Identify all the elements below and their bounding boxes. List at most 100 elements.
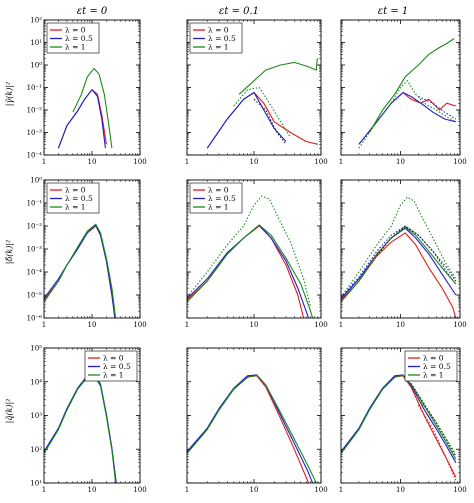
series-line-dotted (253, 98, 287, 145)
x-tick-label: 100 (133, 321, 146, 329)
x-tick-label: 1 (339, 486, 343, 494)
x-tick-label: 100 (453, 486, 466, 494)
x-tick-label: 10 (250, 321, 259, 329)
x-tick-label: 1 (42, 486, 46, 494)
series-line (44, 225, 116, 318)
legend-label: λ = 1 (65, 203, 86, 212)
series-line-dotted (187, 195, 312, 308)
column-title-2: εt = 1 (378, 6, 408, 17)
panel-r2-c2: 1 10 100 λ = 0λ = 0.5λ = 1 (339, 347, 467, 494)
series-line (187, 374, 314, 483)
legend: λ = 0λ = 0.5λ = 1 (46, 22, 100, 54)
series-line (44, 374, 117, 483)
x-tick-label: 100 (133, 158, 146, 166)
y-tick-label: 10⁻⁶ (27, 315, 43, 323)
row-ylabel-2: |q̃(k)|² (5, 399, 14, 424)
x-tick-label: 10 (396, 321, 405, 329)
legend: λ = 0λ = 0.5λ = 1 (46, 182, 100, 214)
x-tick-label: 10 (250, 486, 259, 494)
x-tick-label: 1 (185, 486, 189, 494)
y-tick-label: 10⁻³ (27, 246, 43, 254)
row-ylabel-0: |γ̃(k)|² (5, 82, 14, 106)
x-tick-label: 10 (88, 486, 97, 494)
series-line (368, 38, 455, 133)
panel-r1-c2: 1 10 100 (339, 179, 467, 329)
series-group (341, 196, 457, 318)
y-tick-label: 10⁻¹ (27, 200, 43, 208)
series-line (341, 374, 457, 463)
x-tick-label: 10 (396, 486, 405, 494)
axes-frame (43, 179, 141, 319)
series-line (358, 91, 456, 145)
y-tick-label: 10² (30, 446, 42, 454)
axes-frame (186, 179, 322, 319)
series-line (44, 373, 117, 483)
x-tick-label: 1 (42, 158, 46, 166)
series-group (44, 373, 117, 483)
legend-label: λ = 0 (208, 26, 229, 35)
series-line (341, 227, 457, 299)
legend-label: λ = 1 (103, 371, 124, 380)
series-line (187, 224, 314, 318)
legend-label: λ = 0 (423, 354, 444, 363)
axes-frame (43, 347, 141, 484)
panel-r2-c1: 1 10 100 (185, 347, 328, 494)
series-group (206, 58, 319, 149)
series-group (187, 374, 317, 483)
series-group (57, 67, 113, 149)
legend-label: λ = 0.5 (103, 362, 131, 371)
series-line-dotted (358, 80, 457, 149)
series-line (44, 374, 117, 483)
series-line-dotted (418, 96, 457, 120)
y-tick-label: 10⁻³ (27, 129, 43, 137)
legend-label: λ = 1 (208, 203, 229, 212)
row-ylabel-1: |δ̃(k)|² (5, 240, 14, 265)
legend-label: λ = 0.5 (423, 362, 451, 371)
axes-frame (340, 347, 461, 484)
series-group (341, 374, 457, 481)
y-tick-label: 10⁻⁵ (27, 292, 43, 300)
y-tick-label: 10² (30, 17, 42, 25)
axes-frame (43, 19, 141, 156)
series-line-dotted (233, 86, 291, 138)
y-tick-label: 10⁻⁴ (27, 152, 43, 160)
legend: λ = 0λ = 0.5λ = 1 (189, 182, 243, 214)
x-tick-label: 1 (339, 158, 343, 166)
x-tick-label: 100 (314, 158, 327, 166)
series-line-dotted (410, 383, 457, 457)
series-line (44, 224, 116, 318)
series-line (72, 67, 113, 149)
series-line (206, 91, 287, 149)
legend-label: λ = 0.5 (208, 194, 236, 203)
series-line-dotted (341, 225, 457, 298)
legend-label: λ = 0.5 (65, 34, 93, 43)
series-line (238, 58, 318, 95)
series-line (44, 223, 117, 318)
y-tick-label: 10⁰ (30, 62, 42, 70)
x-tick-label: 1 (339, 321, 343, 329)
x-tick-label: 100 (314, 321, 327, 329)
series-group (358, 38, 457, 149)
y-tick-label: 10¹ (30, 480, 42, 488)
x-tick-label: 1 (185, 158, 189, 166)
x-tick-label: 10 (250, 158, 259, 166)
x-tick-label: 1 (185, 321, 189, 329)
series-line-dotted (417, 405, 457, 481)
legend: λ = 0λ = 0.5λ = 1 (189, 22, 243, 54)
series-line (341, 374, 457, 460)
legend-label: λ = 0 (208, 186, 229, 195)
y-tick-label: 10⁻⁴ (27, 269, 43, 277)
y-tick-label: 10⁻² (27, 223, 43, 231)
series-line-dotted (341, 196, 457, 298)
series-line (206, 91, 319, 149)
series-line-dotted (417, 399, 457, 455)
y-tick-label: 10⁵ (30, 345, 42, 353)
y-tick-label: 10⁻¹ (27, 84, 43, 92)
axes-frame (340, 19, 461, 156)
legend-label: λ = 0 (103, 354, 124, 363)
x-tick-label: 10 (88, 321, 97, 329)
column-title-0: εt = 0 (77, 6, 108, 17)
legend-label: λ = 1 (208, 43, 229, 52)
